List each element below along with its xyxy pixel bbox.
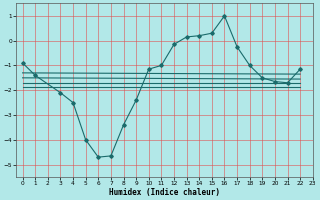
X-axis label: Humidex (Indice chaleur): Humidex (Indice chaleur) (109, 188, 220, 197)
